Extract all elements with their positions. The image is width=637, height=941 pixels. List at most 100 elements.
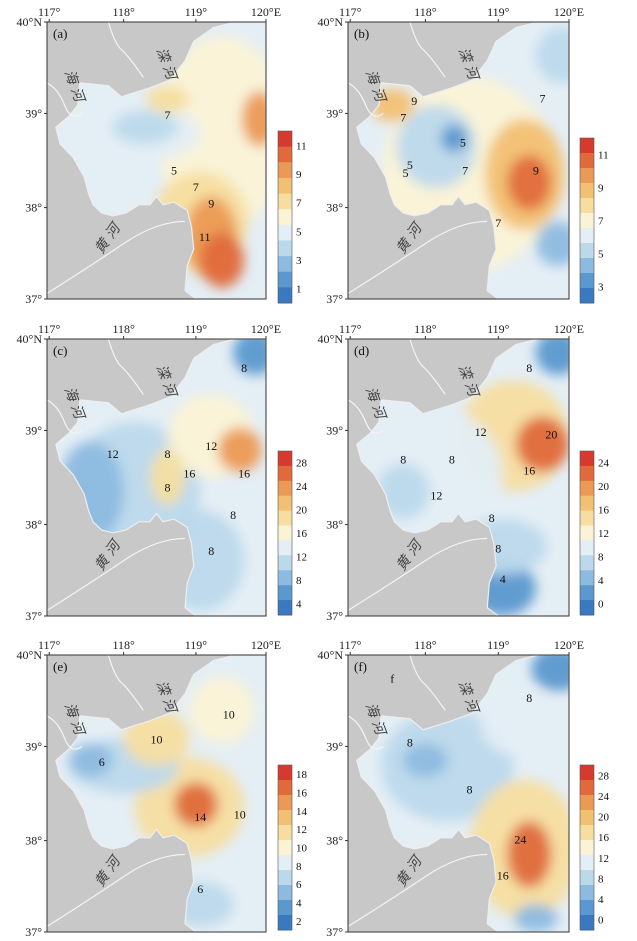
coastline bbox=[356, 338, 570, 617]
lon-tick-label: 118° bbox=[414, 322, 437, 336]
colorbar-tick: 8 bbox=[296, 575, 302, 587]
panel-frame bbox=[347, 21, 570, 300]
coastline bbox=[55, 338, 267, 617]
lat-tick-label: 37° bbox=[326, 925, 343, 939]
lon-tick-label: 120°E bbox=[554, 322, 584, 336]
contour-label: 8 bbox=[208, 544, 214, 558]
colorbar-tick: 18 bbox=[296, 769, 308, 781]
value-blob bbox=[370, 88, 415, 122]
contour-label: 8 bbox=[400, 453, 406, 467]
value-blob bbox=[381, 710, 514, 822]
colorbar-tick: 6 bbox=[296, 879, 302, 891]
value-blob bbox=[217, 427, 262, 472]
colorbar-swatch bbox=[580, 465, 594, 482]
lat-tick-label: 38° bbox=[326, 834, 343, 848]
lat-tick-label: 39° bbox=[326, 739, 343, 753]
value-blob bbox=[241, 91, 266, 147]
colorbar-swatch bbox=[580, 855, 594, 871]
colorbar-swatch bbox=[580, 273, 594, 289]
colorbar-swatch bbox=[278, 271, 292, 288]
colorbar-tick: 4 bbox=[598, 575, 604, 587]
colorbar-tick: 7 bbox=[296, 198, 302, 210]
rivers bbox=[348, 655, 488, 927]
lon-tick-label: 120°E bbox=[251, 322, 281, 336]
colorbar-swatch bbox=[278, 131, 292, 148]
colorbar-swatch bbox=[278, 480, 292, 497]
colorbar-swatch bbox=[580, 570, 594, 586]
contour-label: 9 bbox=[208, 197, 214, 211]
luan-river bbox=[409, 339, 446, 395]
value-blob bbox=[200, 232, 245, 288]
colorbar-swatch bbox=[580, 168, 594, 184]
colorbar-tick: 5 bbox=[598, 249, 604, 261]
colorbar-tick: 12 bbox=[598, 528, 609, 540]
colorbar-tick: 10 bbox=[296, 843, 308, 855]
colorbar-tick: 24 bbox=[598, 458, 610, 470]
colorbar-tick: 20 bbox=[296, 505, 308, 517]
colorbar-swatch bbox=[278, 256, 292, 273]
lon-tick-label: 118° bbox=[414, 638, 437, 652]
lat-tick-label: 38° bbox=[25, 518, 42, 532]
contour-label: 16 bbox=[497, 868, 509, 882]
contour-label: 8 bbox=[164, 480, 170, 494]
rivers bbox=[47, 22, 185, 294]
lon-tick-label: 117° bbox=[38, 638, 61, 652]
lat-tick-label: 39° bbox=[25, 739, 42, 753]
colorbar-swatch bbox=[580, 825, 594, 841]
lat-tick-label: 37° bbox=[326, 292, 343, 306]
contour-label: 8 bbox=[495, 541, 501, 555]
hai-river bbox=[47, 715, 83, 750]
colorbar-tick: 20 bbox=[598, 812, 610, 824]
colorbar-swatch bbox=[278, 840, 292, 856]
colorbar-tick: 1 bbox=[296, 284, 302, 296]
rivers bbox=[47, 655, 185, 927]
colorbar-swatch bbox=[278, 885, 292, 901]
contour-label: 7 bbox=[164, 108, 170, 122]
contour-label: 12 bbox=[107, 447, 119, 461]
colorbar-swatch bbox=[278, 570, 292, 586]
colorbar-swatch bbox=[278, 795, 292, 811]
contour-label: 8 bbox=[230, 508, 236, 522]
panel-frame bbox=[46, 21, 267, 300]
lon-tick-label: 117° bbox=[339, 5, 362, 19]
lon-tick-label: 120°E bbox=[554, 5, 584, 19]
contour-label: 16 bbox=[183, 467, 195, 481]
luan-river bbox=[107, 22, 144, 78]
colorbar-swatch bbox=[278, 465, 292, 482]
colorbar-tick: 12 bbox=[296, 824, 307, 836]
value-blob bbox=[145, 85, 190, 114]
lon-tick-label: 119° bbox=[487, 322, 510, 336]
colorbar-swatch bbox=[580, 258, 594, 274]
colorbar-swatch bbox=[580, 451, 594, 467]
value-blob bbox=[189, 677, 256, 744]
contour-label: 20 bbox=[545, 428, 557, 442]
value-blob bbox=[68, 743, 113, 777]
panel-frame bbox=[347, 654, 570, 933]
contour-label: 6 bbox=[197, 882, 203, 896]
colorbar-swatch bbox=[278, 146, 292, 163]
colorbar-swatch bbox=[278, 177, 292, 195]
colorbar: 11 9 7 5 3 bbox=[579, 137, 609, 304]
colorbar-tick: 20 bbox=[598, 481, 610, 493]
colorbar-tick: 24 bbox=[296, 481, 308, 493]
colorbar-tick: 11 bbox=[598, 150, 609, 162]
value-blob bbox=[233, 339, 266, 376]
hai-river bbox=[47, 399, 83, 434]
value-blob bbox=[535, 221, 569, 266]
value-blob bbox=[149, 449, 185, 506]
contour-label: 16 bbox=[238, 467, 250, 481]
colorbar: 18 16 14 12 10 8 6 4 2 bbox=[277, 764, 308, 931]
contour-label: 11 bbox=[199, 230, 211, 244]
hai-river bbox=[348, 715, 384, 750]
value-blob bbox=[174, 782, 218, 827]
colorbar-tick: 0 bbox=[598, 598, 604, 610]
luan-river bbox=[409, 22, 446, 78]
colorbar-tick: 8 bbox=[296, 861, 302, 873]
lat-tick-label: 37° bbox=[25, 925, 42, 939]
colorbar-swatch bbox=[278, 585, 292, 601]
